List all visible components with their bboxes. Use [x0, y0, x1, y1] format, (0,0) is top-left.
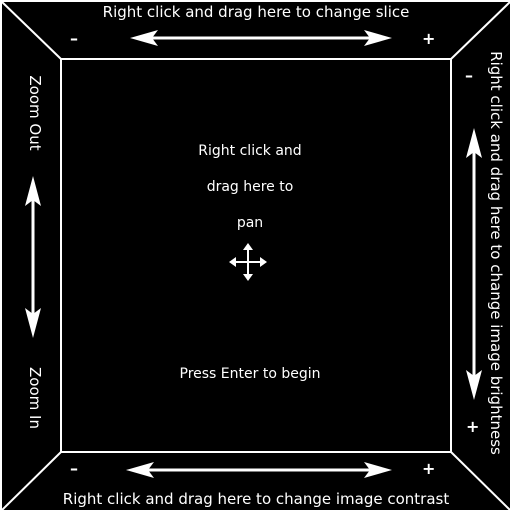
- zoom-in-label: Zoom In: [26, 367, 44, 429]
- pan-instruction-line-1: Right click and: [198, 143, 302, 159]
- zoom-drag-zone[interactable]: Zoom Out Zoom In: [0, 60, 60, 452]
- slice-zone-label: Right click and drag here to change slic…: [102, 3, 410, 21]
- contrast-double-arrow-icon: [126, 462, 392, 478]
- zoom-double-arrow-icon: [25, 176, 41, 338]
- brightness-double-arrow-icon: [466, 128, 482, 400]
- brightness-plus-sign: +: [466, 417, 480, 436]
- contrast-zone-label: Right click and drag here to change imag…: [62, 490, 450, 508]
- brightness-minus-sign: –: [465, 66, 473, 85]
- brightness-drag-zone[interactable]: – + Right click and drag here to change …: [452, 51, 512, 455]
- contrast-minus-sign: –: [70, 459, 78, 478]
- move-cross-arrows-icon: [229, 243, 267, 281]
- pan-instruction-line-2: drag here to: [206, 179, 294, 195]
- contrast-plus-sign: +: [422, 459, 436, 478]
- zoom-out-label: Zoom Out: [26, 75, 44, 151]
- pan-instruction-line-3: pan: [236, 215, 264, 231]
- slice-double-arrow-icon: [130, 30, 392, 46]
- contrast-drag-zone[interactable]: – + Right click and drag here to change …: [0, 454, 512, 512]
- slice-drag-zone[interactable]: Right click and drag here to change slic…: [0, 0, 512, 58]
- slice-plus-sign: +: [422, 29, 436, 48]
- slice-minus-sign: –: [70, 29, 78, 48]
- brightness-zone-label: Right click and drag here to change imag…: [487, 51, 505, 455]
- press-enter-prompt: Press Enter to begin: [179, 366, 321, 382]
